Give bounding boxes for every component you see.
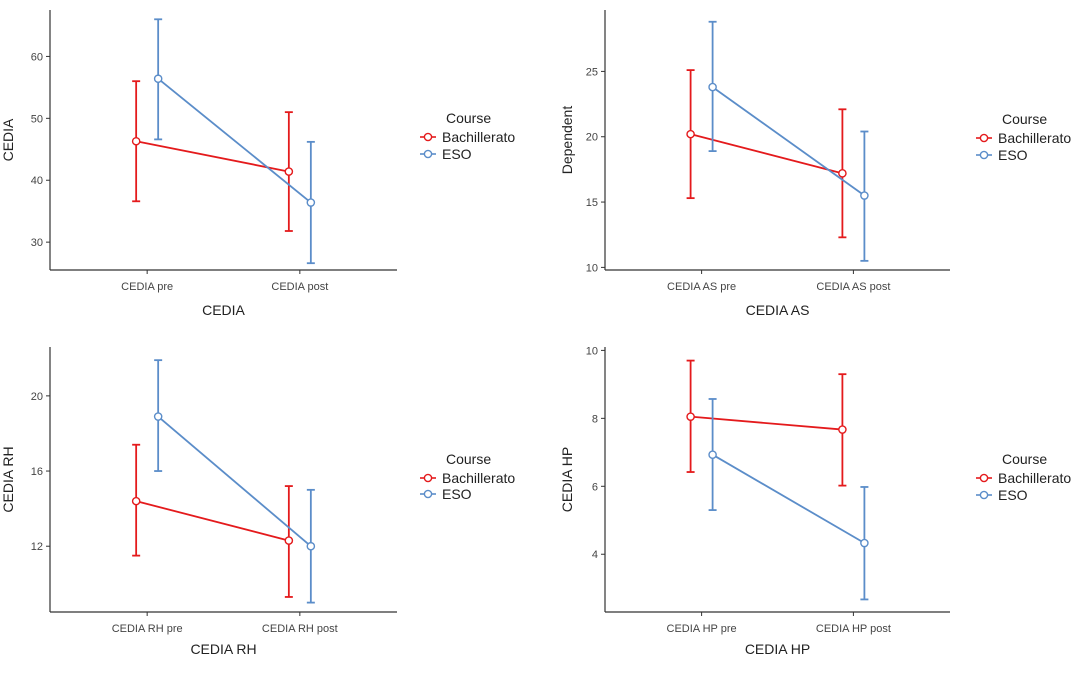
y-tick-label: 20 xyxy=(586,132,598,144)
y-axis-title: CEDIA RH xyxy=(0,446,16,512)
y-axis-title: Dependent xyxy=(559,106,575,175)
legend-key-point xyxy=(979,133,989,143)
data-point xyxy=(860,538,869,548)
series-line xyxy=(157,78,312,204)
y-tick-label: 12 xyxy=(31,541,43,553)
data-point xyxy=(860,191,869,200)
data-point xyxy=(153,412,163,421)
x-tick-label: CEDIA HP pre xyxy=(667,623,737,635)
y-tick-label: 6 xyxy=(592,481,598,493)
series-line xyxy=(712,453,865,544)
chart-panel-4: 4 6 8 10 CEDIA HP pre CEDIA HP post CEDIA HP CE… xyxy=(559,345,1071,657)
legend-label: ESO xyxy=(442,486,472,502)
chart-panel-3: 12 16 20 CEDIA RH pre CEDIA RH post CEDIA RH C… xyxy=(0,347,515,657)
chart-panel-1: 30 40 50 60 CEDIA pre CEDIA post CEDIA CEDIA Cou… xyxy=(0,10,515,318)
x-tick-label: CEDIA HP post xyxy=(816,623,891,635)
series-eso xyxy=(708,398,869,601)
series-line xyxy=(712,86,865,197)
series-eso xyxy=(708,20,869,262)
y-tick-label: 50 xyxy=(31,113,43,125)
legend-label: ESO xyxy=(442,146,472,162)
series-bachillerato xyxy=(686,69,847,239)
x-tick-label: CEDIA AS pre xyxy=(667,281,736,293)
y-tick-label: 16 xyxy=(31,466,43,478)
series-bachillerato xyxy=(131,443,294,598)
y-tick-label: 25 xyxy=(586,66,598,78)
y-tick-label: 15 xyxy=(586,197,598,209)
x-axis-title: CEDIA AS xyxy=(746,302,810,318)
legend-label: ESO xyxy=(998,487,1028,503)
legend-key-point xyxy=(423,132,433,142)
series-line xyxy=(135,500,290,542)
data-point xyxy=(306,198,316,207)
x-axis-title: CEDIA xyxy=(202,302,245,318)
y-tick-label: 30 xyxy=(31,237,43,249)
y-axis-title: CEDIA HP xyxy=(559,447,575,512)
x-tick-label: CEDIA RH post xyxy=(262,623,338,635)
legend-label: Bachillerato xyxy=(998,130,1071,146)
series-line xyxy=(157,415,312,547)
data-point xyxy=(153,74,163,84)
x-axis-title: CEDIA RH xyxy=(190,641,256,657)
y-tick-label: 10 xyxy=(586,345,598,357)
data-point xyxy=(708,450,717,459)
legend-key-point xyxy=(423,473,433,483)
series-line xyxy=(135,140,290,173)
legend-title: Course xyxy=(1002,451,1047,467)
legend-label: ESO xyxy=(998,147,1028,163)
x-tick-label: CEDIA AS post xyxy=(816,281,890,293)
y-tick-label: 4 xyxy=(592,549,598,561)
y-axis-title: CEDIA xyxy=(0,118,16,161)
legend-label: Bachillerato xyxy=(442,470,515,486)
x-tick-label: CEDIA pre xyxy=(121,281,173,293)
data-point xyxy=(284,536,294,545)
y-tick-label: 40 xyxy=(31,175,43,187)
data-point xyxy=(284,167,294,176)
y-tick-label: 10 xyxy=(586,262,598,274)
series-bachillerato xyxy=(686,359,847,487)
data-point xyxy=(686,129,695,139)
data-point xyxy=(306,541,316,551)
legend-label: Bachillerato xyxy=(442,129,515,145)
legend-title: Course xyxy=(446,451,491,467)
legend-title: Course xyxy=(446,110,491,126)
data-point xyxy=(686,412,695,421)
x-tick-label: CEDIA post xyxy=(271,281,328,293)
x-axis-title: CEDIA HP xyxy=(745,641,810,657)
data-point xyxy=(838,425,847,434)
legend-label: Bachillerato xyxy=(998,470,1071,486)
series-eso xyxy=(153,359,316,604)
chart-panel-2: 10 15 20 25 CEDIA AS pre CEDIA AS post CEDIA A… xyxy=(559,10,1071,318)
x-tick-label: CEDIA RH pre xyxy=(112,623,183,635)
y-tick-label: 60 xyxy=(31,51,43,63)
series-eso xyxy=(153,18,316,265)
series-line xyxy=(690,415,843,431)
data-point xyxy=(708,82,717,92)
y-tick-label: 20 xyxy=(31,391,43,403)
legend-key-point xyxy=(979,150,989,160)
legend-key-point xyxy=(423,149,433,159)
series-line xyxy=(690,133,843,175)
legend-key-point xyxy=(423,489,433,499)
y-tick-label: 8 xyxy=(592,413,598,425)
legend-key-point xyxy=(979,473,989,483)
legend-key-point xyxy=(979,490,989,500)
data-point xyxy=(838,169,847,178)
series-bachillerato xyxy=(131,80,294,232)
data-point xyxy=(131,136,141,146)
legend-title: Course xyxy=(1002,111,1047,127)
data-point xyxy=(131,496,141,506)
